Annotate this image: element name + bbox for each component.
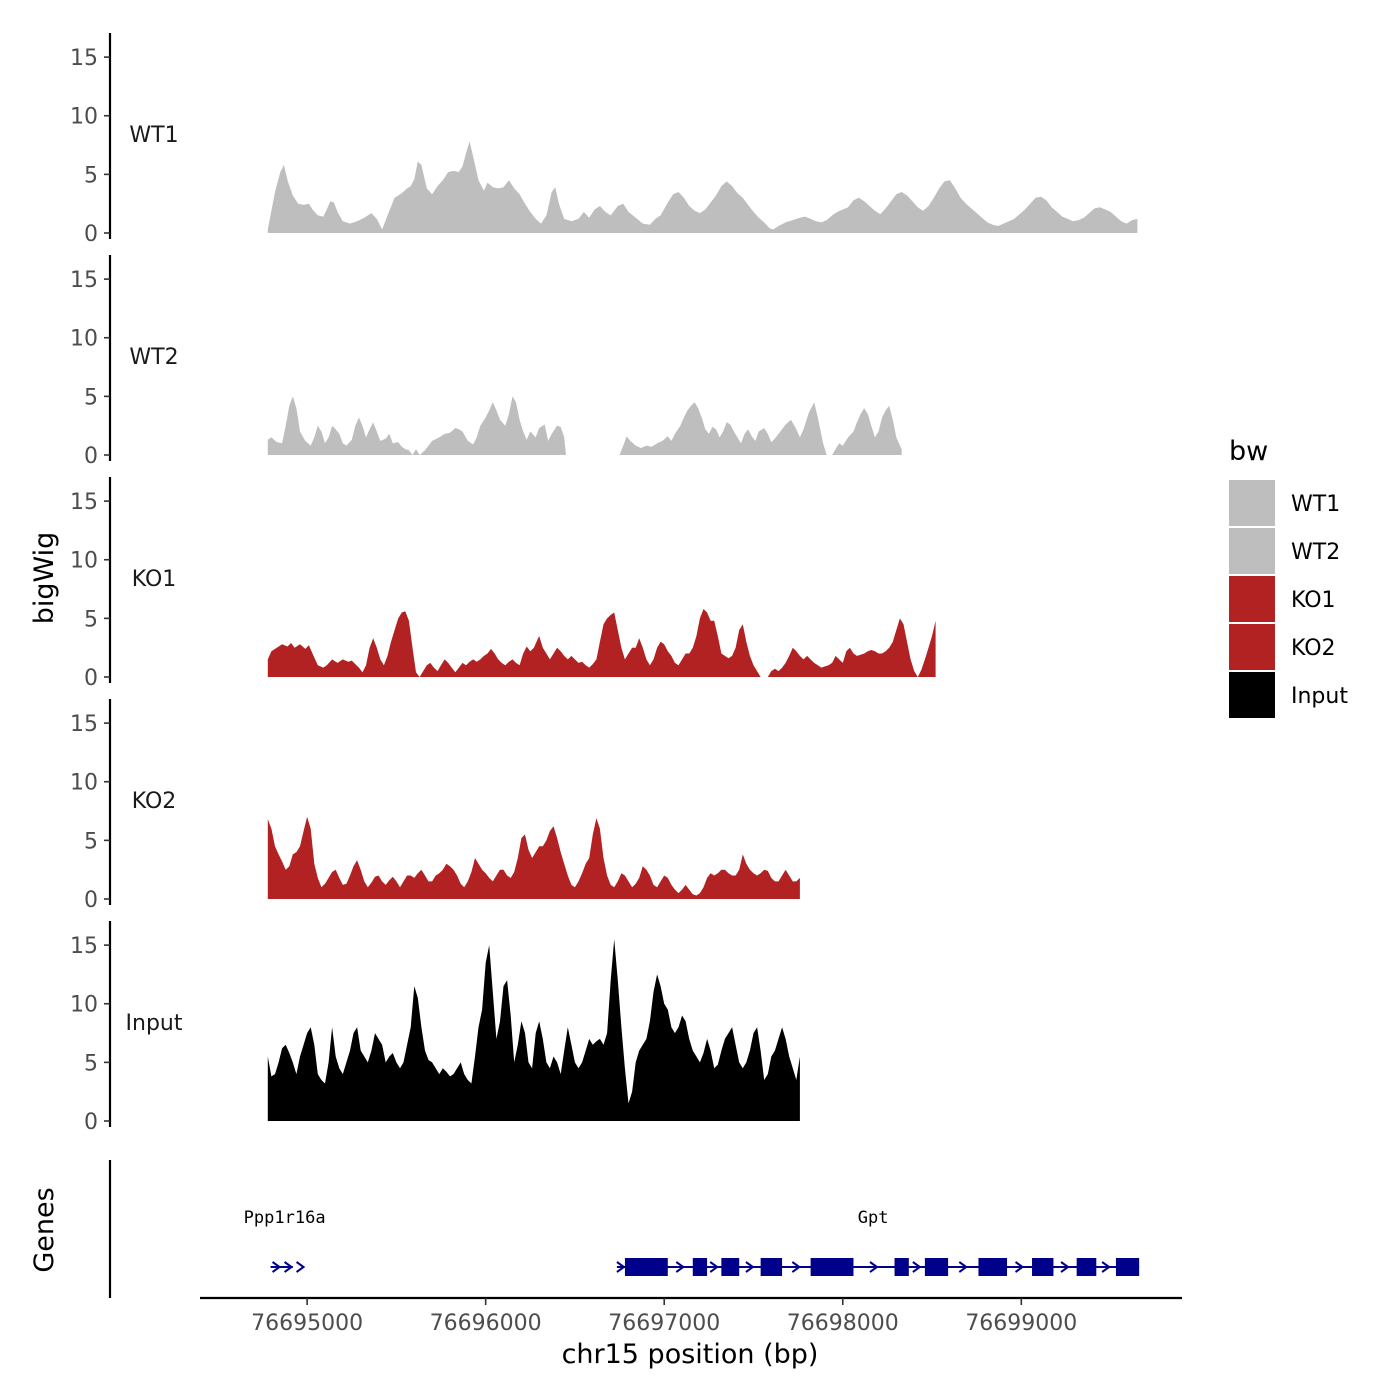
y-tick-label: 0 bbox=[84, 666, 98, 691]
track-label-wt2: WT2 bbox=[129, 345, 178, 370]
exon bbox=[1115, 1258, 1140, 1276]
legend-swatch-wt2 bbox=[1229, 528, 1275, 574]
legend-swatch-ko1 bbox=[1229, 576, 1275, 622]
legend-label-wt1: WT1 bbox=[1291, 492, 1340, 517]
track-input: 0 5 10 15 Input bbox=[70, 921, 800, 1135]
y-tick-label: 0 bbox=[84, 444, 98, 469]
legend: bw WT1 WT2 KO1 KO2 Input bbox=[1229, 436, 1348, 718]
exon bbox=[1076, 1258, 1097, 1276]
legend-swatch-wt1 bbox=[1229, 480, 1275, 526]
y-tick-label: 15 bbox=[70, 934, 98, 959]
y-axis-title: bigWig bbox=[29, 532, 60, 625]
genes-panel: Ppp1r16a Gpt bbox=[108, 1160, 1140, 1298]
legend-swatch-input bbox=[1229, 672, 1275, 718]
track-wt2: 0 5 10 15 WT2 bbox=[70, 255, 902, 469]
exon bbox=[810, 1258, 854, 1276]
x-tick-label: 76699000 bbox=[965, 1311, 1077, 1336]
y-tick-label: 5 bbox=[84, 163, 98, 188]
exon bbox=[978, 1258, 1008, 1276]
y-tick-label: 10 bbox=[70, 327, 98, 352]
exon bbox=[1032, 1258, 1054, 1276]
area-input bbox=[267, 939, 800, 1121]
track-label-wt1: WT1 bbox=[129, 123, 178, 148]
y-tick-label: 10 bbox=[70, 105, 98, 130]
track-label-ko1: KO1 bbox=[132, 567, 177, 592]
y-tick-label: 5 bbox=[84, 385, 98, 410]
strand-arrow bbox=[958, 1261, 969, 1273]
gene-ppp1r16a: Ppp1r16a bbox=[244, 1208, 326, 1273]
track-label-ko2: KO2 bbox=[132, 789, 177, 814]
tracks: 0 5 10 15 WT1 0 5 10 15 WT2 0 5 10 15 KO1 0 5 10 15 KO2 0 5 10… bbox=[70, 33, 1138, 1135]
y-tick-label: 15 bbox=[70, 712, 98, 737]
area-wt1 bbox=[267, 141, 1138, 233]
strand-arrow bbox=[295, 1261, 306, 1273]
strand-arrow bbox=[271, 1261, 282, 1273]
gene-gpt: Gpt bbox=[616, 1208, 1140, 1276]
y-tick-label: 15 bbox=[70, 490, 98, 515]
exon bbox=[760, 1258, 783, 1276]
strand-arrow bbox=[1101, 1261, 1111, 1273]
legend-label-wt2: WT2 bbox=[1291, 540, 1340, 565]
legend-label-input: Input bbox=[1291, 684, 1348, 709]
strand-arrow bbox=[1014, 1261, 1025, 1273]
x-tick-label: 76695000 bbox=[251, 1311, 363, 1336]
genes-axis-title: Genes bbox=[29, 1187, 60, 1272]
y-tick-label: 0 bbox=[84, 888, 98, 913]
exon bbox=[692, 1258, 708, 1276]
area-ko2 bbox=[267, 816, 800, 899]
area-ko1 bbox=[267, 609, 936, 677]
legend-title: bw bbox=[1229, 436, 1268, 467]
y-tick-label: 0 bbox=[84, 222, 98, 247]
area-wt2 bbox=[267, 396, 902, 455]
legend-label-ko1: KO1 bbox=[1291, 588, 1336, 613]
exon bbox=[624, 1258, 668, 1276]
y-tick-label: 5 bbox=[84, 829, 98, 854]
y-tick-label: 10 bbox=[70, 549, 98, 574]
strand-arrow bbox=[791, 1261, 802, 1273]
exon bbox=[721, 1258, 740, 1276]
x-axis: 76695000 76696000 76697000 76698000 76699000 bbox=[200, 1296, 1182, 1336]
x-axis-title: chr15 position (bp) bbox=[562, 1339, 819, 1370]
strand-arrow bbox=[616, 1261, 626, 1273]
exon bbox=[894, 1258, 909, 1276]
y-tick-label: 5 bbox=[84, 1051, 98, 1076]
track-ko1: 0 5 10 15 KO1 bbox=[70, 477, 936, 691]
track-wt1: 0 5 10 15 WT1 bbox=[70, 33, 1138, 247]
track-label-input: Input bbox=[126, 1011, 183, 1036]
legend-label-ko2: KO2 bbox=[1291, 636, 1336, 661]
strand-arrow bbox=[745, 1261, 755, 1273]
y-tick-label: 15 bbox=[70, 268, 98, 293]
y-tick-label: 10 bbox=[70, 771, 98, 796]
y-tick-label: 0 bbox=[84, 1110, 98, 1135]
x-tick-label: 76697000 bbox=[608, 1311, 720, 1336]
strand-arrow bbox=[912, 1261, 922, 1273]
strand-arrow bbox=[283, 1261, 294, 1273]
y-tick-label: 10 bbox=[70, 993, 98, 1018]
legend-swatch-ko2 bbox=[1229, 624, 1275, 670]
strand-arrow bbox=[1060, 1261, 1070, 1273]
strand-arrow bbox=[675, 1261, 686, 1273]
gene-label-gpt: Gpt bbox=[858, 1208, 889, 1228]
x-tick-label: 76698000 bbox=[787, 1311, 899, 1336]
y-tick-label: 15 bbox=[70, 46, 98, 71]
exon bbox=[924, 1258, 949, 1276]
track-ko2: 0 5 10 15 KO2 bbox=[70, 699, 800, 913]
x-tick-label: 76696000 bbox=[430, 1311, 542, 1336]
gene-label-ppp1r16a: Ppp1r16a bbox=[244, 1208, 326, 1228]
y-tick-label: 5 bbox=[84, 607, 98, 632]
strand-arrow bbox=[709, 1261, 719, 1273]
strand-arrow bbox=[869, 1261, 879, 1273]
